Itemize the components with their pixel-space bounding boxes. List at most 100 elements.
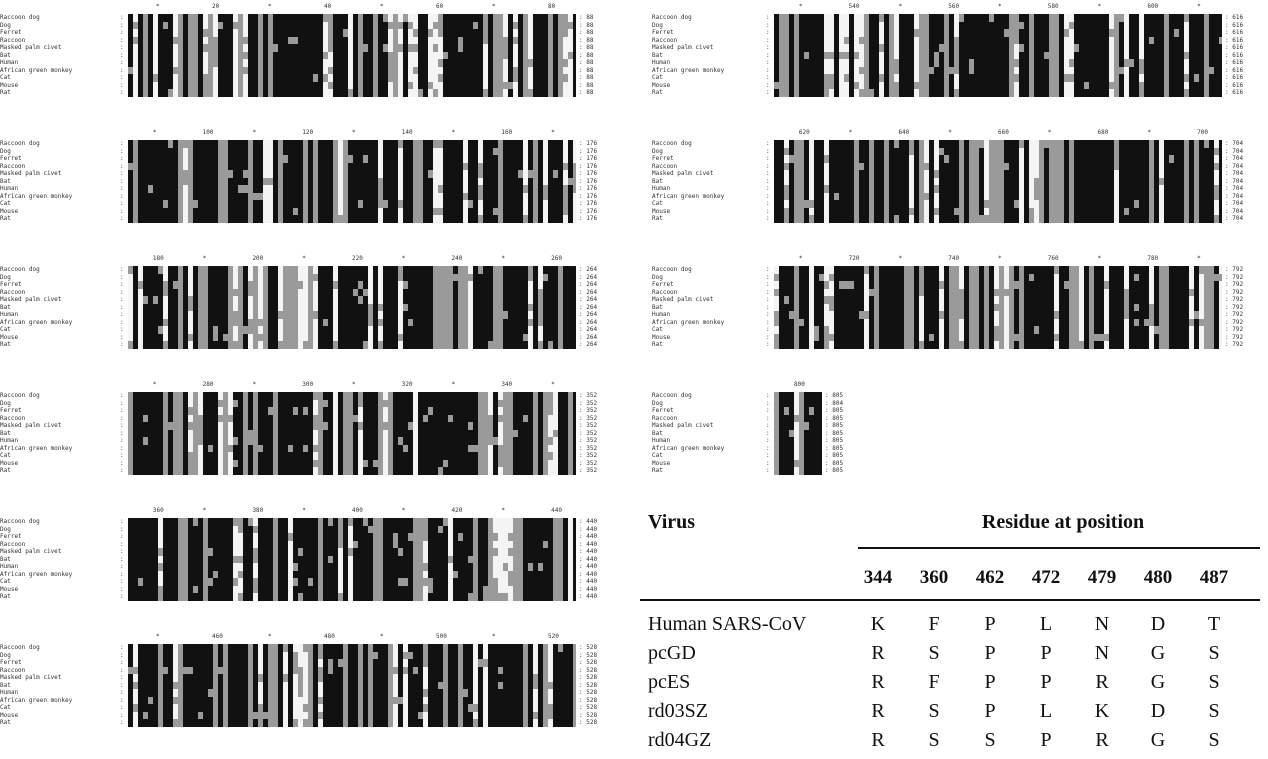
alignment-shading <box>774 392 822 475</box>
residue-count: : 528 <box>579 681 598 689</box>
residue-count: : 792 <box>1225 333 1244 341</box>
ruler-tick-label: 500 <box>436 633 447 640</box>
residue-cell: R <box>1095 671 1109 693</box>
species-label: Raccoon <box>652 414 678 422</box>
species-labels: Raccoon dog Dog Ferret Raccoon Masked palm c… <box>0 266 118 349</box>
species-label: Masked palm civet <box>0 296 62 303</box>
residue-counts: : 805: 804: 805: 805: 805: 805: 805: 805… <box>825 392 843 475</box>
ruler-tick-label: * <box>252 129 257 136</box>
residue-count: : 88 <box>579 89 594 96</box>
ruler-tick-label: 80 <box>548 3 556 10</box>
residue-count: : 440 <box>579 540 598 548</box>
residue-counts: : 88: 88: 88: 88: 88: 88: 88: 88: 88: 88… <box>579 14 593 97</box>
species-label: Bat <box>0 177 11 185</box>
residue-count: : 440 <box>579 518 598 525</box>
ruler-tick-label: * <box>551 129 555 136</box>
ruler-tick-label: 260 <box>551 255 562 262</box>
species-label: Cat <box>0 326 11 333</box>
residue-count: : 176 <box>579 200 598 207</box>
ruler-tick-label: 640 <box>898 129 910 136</box>
residue-count: : 88 <box>579 44 594 51</box>
species-label: Raccoon dog <box>652 140 692 147</box>
ruler-tick-label: * <box>268 633 272 640</box>
residue-count: : 528 <box>579 666 598 674</box>
species-label: Dog <box>652 273 663 281</box>
residue-cell: R <box>871 700 885 722</box>
ruler-tick-label: 20 <box>212 3 220 10</box>
alignment-shading <box>128 518 576 601</box>
species-label: Dog <box>652 399 663 407</box>
residue-count: : 176 <box>579 162 598 170</box>
residue-cell: R <box>1095 729 1109 751</box>
residue-cell: D <box>1150 613 1166 635</box>
ruler-tick-label: * <box>898 255 903 262</box>
virus-name: rd03SZ <box>648 700 708 722</box>
ruler-tick-label: * <box>156 3 160 10</box>
virus-name: pcGD <box>648 642 696 664</box>
species-label: Human <box>0 689 19 696</box>
residue-count: : 804 <box>825 399 844 407</box>
species-label: Human <box>0 311 19 318</box>
virus-name: pcES <box>648 671 691 693</box>
species-label: Bat <box>0 51 11 59</box>
residue-count: : 88 <box>579 74 594 81</box>
residue-cell: F <box>928 671 940 693</box>
alignment-shading <box>128 392 576 475</box>
species-label: Cat <box>652 200 663 207</box>
species-label: Rat <box>0 467 11 474</box>
residue-count: : 88 <box>579 14 594 21</box>
ruler-tick-label: 160 <box>501 129 513 136</box>
species-label: Ferret <box>0 155 22 162</box>
species-label: Raccoon dog <box>652 266 692 273</box>
species-label: Human <box>0 437 19 444</box>
residue-count: : 704 <box>1225 215 1244 222</box>
species-labels: Raccoon dog Dog Ferret Raccoon Masked palm c… <box>0 644 118 727</box>
species-label: Raccoon <box>0 666 26 674</box>
residue-count: : 704 <box>1225 177 1244 185</box>
residue-cell: S <box>1208 642 1220 664</box>
ruler-tick-label: 400 <box>352 507 363 514</box>
residue-count: : 616 <box>1225 29 1244 36</box>
ruler-tick-label: * <box>1197 255 1201 262</box>
residue-count: : 176 <box>579 185 598 192</box>
species-label: Raccoon dog <box>652 392 692 399</box>
residue-counts: : 528: 528: 528: 528: 528: 528: 528: 528… <box>579 644 597 727</box>
species-label: Cat <box>0 578 11 585</box>
residue-count: : 528 <box>579 719 598 726</box>
residue-count: : 528 <box>579 696 598 704</box>
ruler-tick-label: 360 <box>152 507 164 514</box>
species-label: African green monkey <box>0 192 73 200</box>
ruler-tick-label: 540 <box>848 3 860 10</box>
residue-count: : 528 <box>579 674 598 681</box>
species-label: African green monkey <box>0 696 73 704</box>
residue-cell: S <box>928 642 940 664</box>
species-label: Mouse <box>652 207 671 215</box>
residue-position-header: Residue at position <box>981 511 1145 533</box>
species-label: Ferret <box>652 281 674 288</box>
species-label: Mouse <box>0 459 19 467</box>
residue-count: : 616 <box>1225 89 1244 96</box>
ruler-tick-label: * <box>798 3 803 10</box>
species-labels: Raccoon dog Dog Ferret Raccoon Masked palm c… <box>652 266 770 349</box>
ruler-tick-label: 580 <box>1047 3 1059 10</box>
residue-count: : 792 <box>1225 318 1244 326</box>
residue-count: : 805 <box>825 414 844 422</box>
ruler-tick-label: 220 <box>352 255 363 262</box>
header-rule <box>858 547 1260 549</box>
position-header: 487 <box>1199 567 1229 588</box>
residue-cell: F <box>928 613 940 635</box>
residue-count: : 616 <box>1225 59 1244 66</box>
species-label: Cat <box>652 326 663 333</box>
row-separators: ::::::::::: <box>120 14 124 96</box>
residue-count: : 176 <box>579 170 598 177</box>
residue-cell: D <box>1150 700 1166 722</box>
ruler-tick-label: 120 <box>302 129 314 136</box>
residue-cell: R <box>871 642 885 664</box>
ruler-tick-label: * <box>848 129 853 136</box>
residue-cell: P <box>984 642 996 664</box>
ruler-tick-label: * <box>252 381 257 388</box>
residue-count: : 704 <box>1225 162 1244 170</box>
residue-cell: N <box>1094 613 1110 635</box>
species-label: Bat <box>652 429 663 437</box>
ruler-tick-label: 300 <box>302 381 314 388</box>
